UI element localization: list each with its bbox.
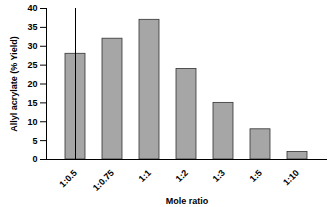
svg-text:1:0.75: 1:0.75 (91, 168, 116, 193)
svg-text:25: 25 (27, 60, 37, 70)
svg-text:1:3: 1:3 (211, 168, 227, 184)
svg-text:Mole ratio: Mole ratio (166, 196, 209, 206)
svg-text:35: 35 (27, 22, 37, 32)
svg-text:10: 10 (27, 117, 37, 127)
svg-text:30: 30 (27, 41, 37, 51)
svg-text:20: 20 (27, 79, 37, 89)
svg-text:Allyl acrylate (% Yield): Allyl acrylate (% Yield) (9, 36, 19, 132)
svg-text:1:2: 1:2 (174, 168, 190, 184)
svg-text:40: 40 (27, 3, 37, 13)
svg-text:5: 5 (32, 136, 37, 146)
svg-text:1:10: 1:10 (281, 168, 301, 188)
svg-text:0: 0 (32, 154, 37, 164)
svg-text:1:1: 1:1 (137, 168, 153, 184)
svg-text:15: 15 (27, 98, 37, 108)
svg-text:1:0.5: 1:0.5 (57, 168, 79, 190)
svg-text:1:5: 1:5 (248, 168, 264, 184)
